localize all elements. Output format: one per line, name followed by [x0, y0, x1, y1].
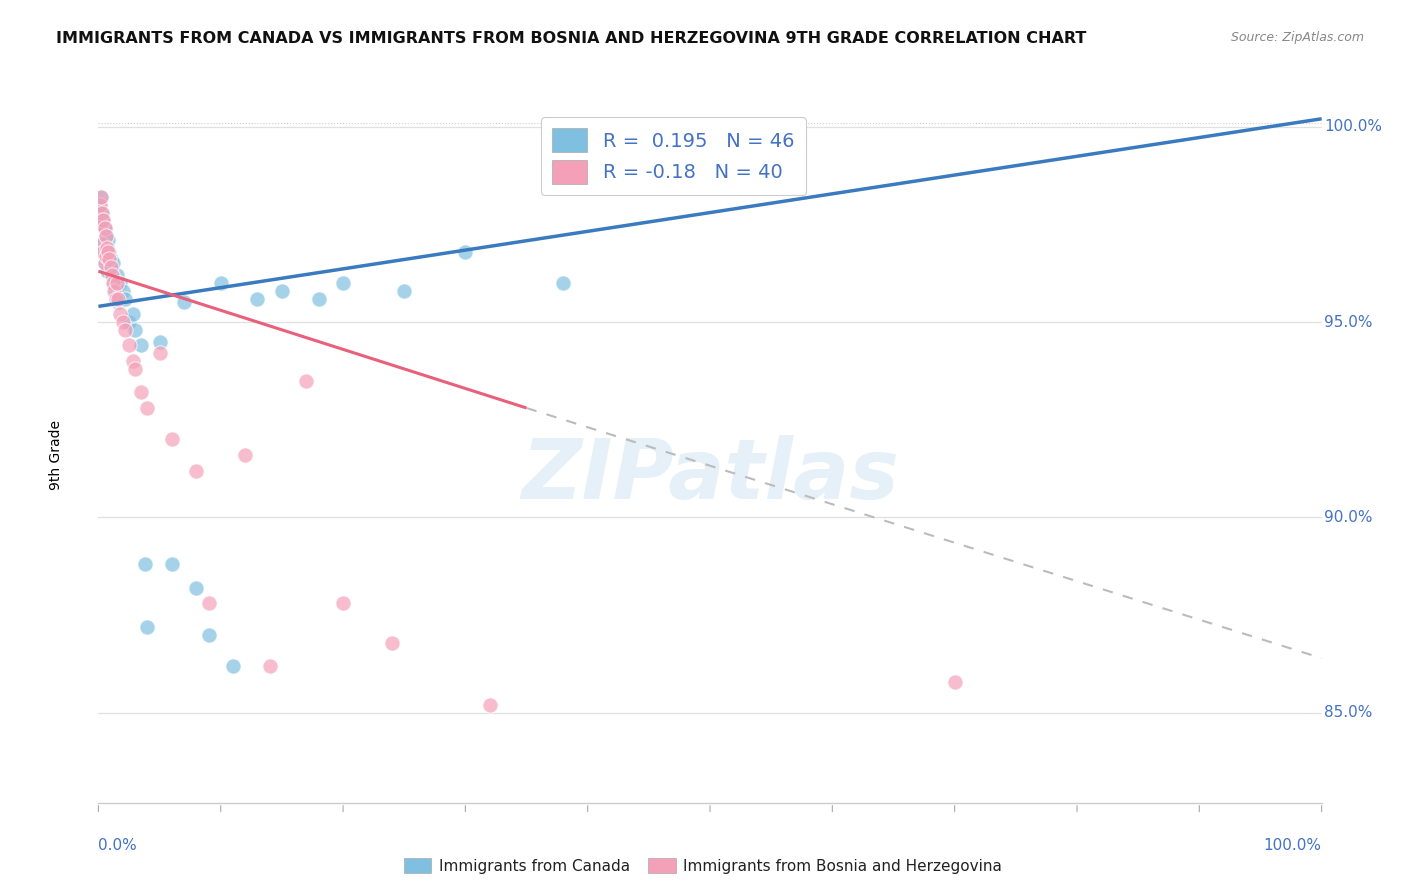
Point — [105, 276, 128, 290]
Point — [101, 260, 124, 275]
Point — [89, 198, 111, 212]
Legend: R =  0.195   N = 46, R = -0.18   N = 40: R = 0.195 N = 46, R = -0.18 N = 40 — [541, 117, 806, 195]
Point — [149, 334, 172, 349]
Text: 100.0%: 100.0% — [1264, 838, 1322, 853]
Point — [600, 128, 623, 142]
Point — [103, 276, 125, 290]
Point — [332, 276, 354, 290]
Text: Source: ZipAtlas.com: Source: ZipAtlas.com — [1230, 31, 1364, 45]
Point — [97, 233, 120, 247]
Legend: Immigrants from Canada, Immigrants from Bosnia and Herzegovina: Immigrants from Canada, Immigrants from … — [398, 852, 1008, 880]
Point — [114, 292, 136, 306]
Point — [160, 558, 183, 572]
Point — [111, 315, 134, 329]
Text: ZIPatlas: ZIPatlas — [522, 435, 898, 516]
Point — [91, 236, 114, 251]
Point — [136, 620, 159, 634]
Point — [134, 558, 156, 572]
Point — [270, 284, 294, 298]
Point — [89, 198, 111, 212]
Point — [107, 295, 129, 310]
Point — [197, 597, 219, 611]
Point — [308, 292, 330, 306]
Point — [381, 635, 404, 649]
Point — [104, 292, 127, 306]
Point — [114, 323, 136, 337]
Point — [111, 284, 134, 298]
Point — [186, 581, 208, 595]
Point — [943, 674, 966, 689]
Point — [93, 256, 115, 270]
Point — [96, 264, 118, 278]
Point — [96, 241, 118, 255]
Point — [222, 659, 245, 673]
Point — [332, 597, 354, 611]
Point — [91, 236, 114, 251]
Point — [553, 276, 575, 290]
Text: 90.0%: 90.0% — [1324, 510, 1372, 525]
Text: 100.0%: 100.0% — [1324, 120, 1382, 134]
Point — [101, 256, 124, 270]
Point — [90, 190, 112, 204]
Text: 85.0%: 85.0% — [1324, 706, 1372, 721]
Point — [107, 292, 129, 306]
Point — [136, 401, 159, 415]
Text: 0.0%: 0.0% — [98, 838, 138, 853]
Text: IMMIGRANTS FROM CANADA VS IMMIGRANTS FROM BOSNIA AND HERZEGOVINA 9TH GRADE CORRE: IMMIGRANTS FROM CANADA VS IMMIGRANTS FRO… — [56, 31, 1087, 46]
Point — [104, 284, 127, 298]
Point — [105, 268, 128, 282]
Point — [129, 338, 152, 352]
Point — [93, 221, 115, 235]
Point — [478, 698, 501, 712]
Point — [259, 659, 281, 673]
Point — [94, 249, 117, 263]
Point — [209, 276, 232, 290]
Point — [233, 448, 256, 462]
Point — [392, 284, 416, 298]
Point — [98, 252, 121, 267]
Point — [149, 346, 172, 360]
Point — [110, 307, 132, 321]
Point — [103, 284, 125, 298]
Point — [100, 252, 122, 267]
Point — [91, 213, 114, 227]
Point — [121, 354, 143, 368]
Point — [91, 244, 114, 259]
Point — [96, 241, 118, 255]
Point — [90, 217, 112, 231]
Point — [160, 432, 183, 446]
Point — [94, 229, 117, 244]
Point — [101, 268, 124, 282]
Point — [93, 221, 115, 235]
Point — [94, 249, 117, 263]
Point — [124, 362, 146, 376]
Point — [454, 244, 477, 259]
Point — [173, 295, 195, 310]
Point — [91, 205, 114, 219]
Point — [91, 205, 114, 219]
Text: 95.0%: 95.0% — [1324, 315, 1372, 329]
Point — [101, 276, 124, 290]
Point — [97, 244, 120, 259]
Point — [129, 385, 152, 400]
Point — [91, 213, 114, 227]
Point — [94, 229, 117, 244]
Point — [90, 190, 112, 204]
Point — [197, 628, 219, 642]
Point — [90, 217, 112, 231]
Point — [186, 464, 208, 478]
Point — [91, 244, 114, 259]
Point — [118, 338, 141, 352]
Point — [98, 244, 121, 259]
Point — [100, 260, 122, 275]
Point — [124, 323, 146, 337]
Point — [118, 315, 141, 329]
Text: 9th Grade: 9th Grade — [49, 420, 63, 490]
Point — [295, 374, 318, 388]
Point — [93, 256, 115, 270]
Point — [246, 292, 269, 306]
Point — [110, 276, 132, 290]
Point — [121, 307, 143, 321]
